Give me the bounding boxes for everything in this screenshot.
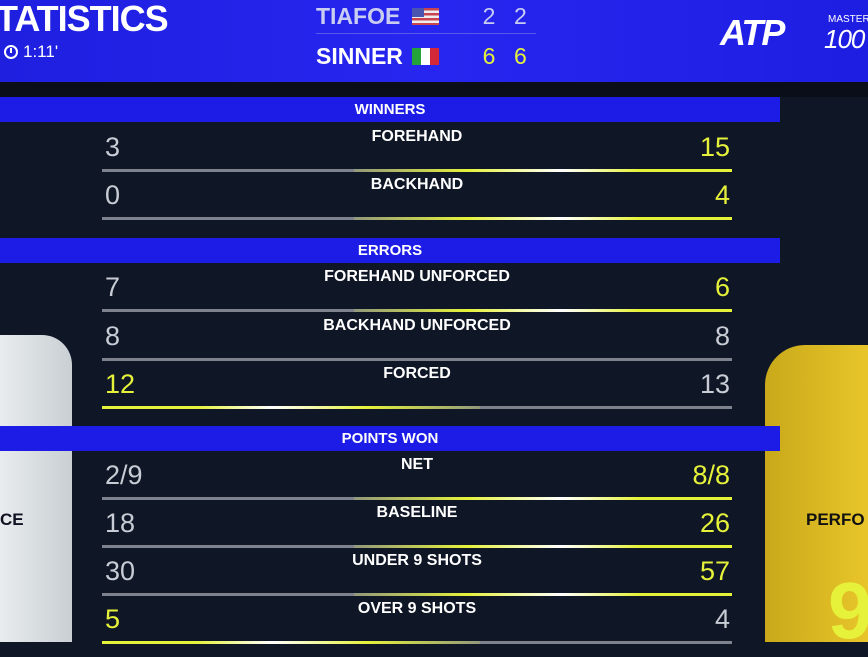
stat-row: 12 FORCED 13 [102, 361, 732, 409]
comparison-bar-fill [354, 309, 732, 312]
left-value: 8 [105, 321, 121, 351]
comparison-bar-fill [354, 497, 732, 500]
stat-row: 2/9 NET 8/8 [102, 452, 732, 500]
section-header-errors: ERRORS [0, 238, 780, 263]
stat-row: 0 BACKHAND 4 [102, 172, 732, 220]
right-value: 26 [699, 508, 730, 538]
scoreboard-row-tiafoe: TIAFOE 2 2 [316, 0, 536, 34]
section-header-winners: WINNERS [0, 97, 780, 122]
section-header-points-won: POINTS WON [0, 426, 780, 451]
right-value: 57 [699, 556, 730, 586]
left-value: 5 [105, 604, 121, 634]
left-value: 3 [105, 132, 121, 162]
comparison-bar-fill [102, 641, 480, 644]
stat-label: FOREHAND UNFORCED [324, 268, 510, 285]
right-value: 13 [699, 369, 730, 399]
right-player-number: 9 [828, 566, 868, 655]
set-score: 2 [513, 3, 527, 29]
stat-label: BASELINE [376, 504, 458, 521]
comparison-bar-fill [102, 406, 480, 409]
right-value: 6 [714, 272, 730, 302]
left-value: 0 [105, 180, 121, 210]
comparison-bar [102, 309, 732, 312]
divider [0, 82, 868, 97]
comparison-bar [102, 169, 732, 172]
stat-label: BACKHAND UNFORCED [323, 317, 511, 334]
left-player-image [0, 335, 72, 642]
atp-masters-logo: ATPMASTERS100 [720, 12, 868, 54]
stat-label: FOREHAND [371, 128, 463, 145]
left-value: 18 [105, 508, 136, 538]
stat-label: NET [401, 456, 433, 473]
stat-row: 7 FOREHAND UNFORCED 6 [102, 264, 732, 312]
left-value: 7 [105, 272, 121, 302]
set-score: 2 [482, 3, 496, 29]
us-flag-icon [411, 8, 440, 25]
comparison-bar-fill [354, 217, 732, 220]
duration-text: 1:11' [23, 42, 59, 61]
stat-label: BACKHAND [370, 176, 464, 193]
set-score: 6 [482, 42, 496, 69]
page-title: TATISTICS [0, 0, 169, 39]
stat-row: 5 OVER 9 SHOTS 4 [102, 596, 732, 644]
left-value: 12 [105, 369, 136, 399]
comparison-bar [102, 545, 732, 548]
comparison-bar [102, 358, 732, 361]
stat-label: OVER 9 SHOTS [357, 600, 477, 617]
italy-flag-icon [411, 47, 440, 65]
comparison-bar [102, 593, 732, 596]
right-value: 15 [699, 132, 730, 162]
scoreboard-row-sinner: SINNER 6 6 [316, 34, 536, 78]
right-value: 4 [714, 180, 730, 210]
player-name: TIAFOE [316, 3, 401, 29]
top-banner: TATISTICS 1:11' TIAFOE 2 2 SINNER 6 6 AT… [0, 0, 868, 82]
comparison-bar [102, 217, 732, 220]
set-score: 6 [513, 42, 527, 69]
stat-row: 18 BASELINE 26 [102, 500, 732, 548]
stat-row: 8 BACKHAND UNFORCED 8 [102, 313, 732, 361]
clock-icon [4, 45, 18, 59]
stat-row: 30 UNDER 9 SHOTS 57 [102, 548, 732, 596]
stat-row: 3 FOREHAND 15 [102, 124, 732, 172]
right-value: 4 [714, 604, 730, 634]
left-value: 2/9 [105, 460, 143, 490]
scoreboard: TIAFOE 2 2 SINNER 6 6 [316, 0, 536, 78]
left-player-label: CE [0, 510, 24, 529]
comparison-bar [102, 641, 732, 644]
comparison-bar-fill [354, 545, 732, 548]
comparison-bar-fill [354, 593, 732, 596]
right-player-label: PERFO [806, 510, 865, 529]
match-duration: 1:11' [4, 42, 58, 62]
comparison-bar [102, 406, 732, 409]
right-player-image [765, 345, 868, 642]
stat-label: FORCED [383, 365, 451, 382]
right-value: 8/8 [692, 460, 730, 490]
right-value: 8 [714, 321, 730, 351]
comparison-bar-fill [354, 169, 732, 172]
player-name: SINNER [316, 42, 403, 69]
comparison-bar [102, 497, 732, 500]
left-value: 30 [105, 556, 136, 586]
stat-label: UNDER 9 SHOTS [352, 552, 482, 569]
